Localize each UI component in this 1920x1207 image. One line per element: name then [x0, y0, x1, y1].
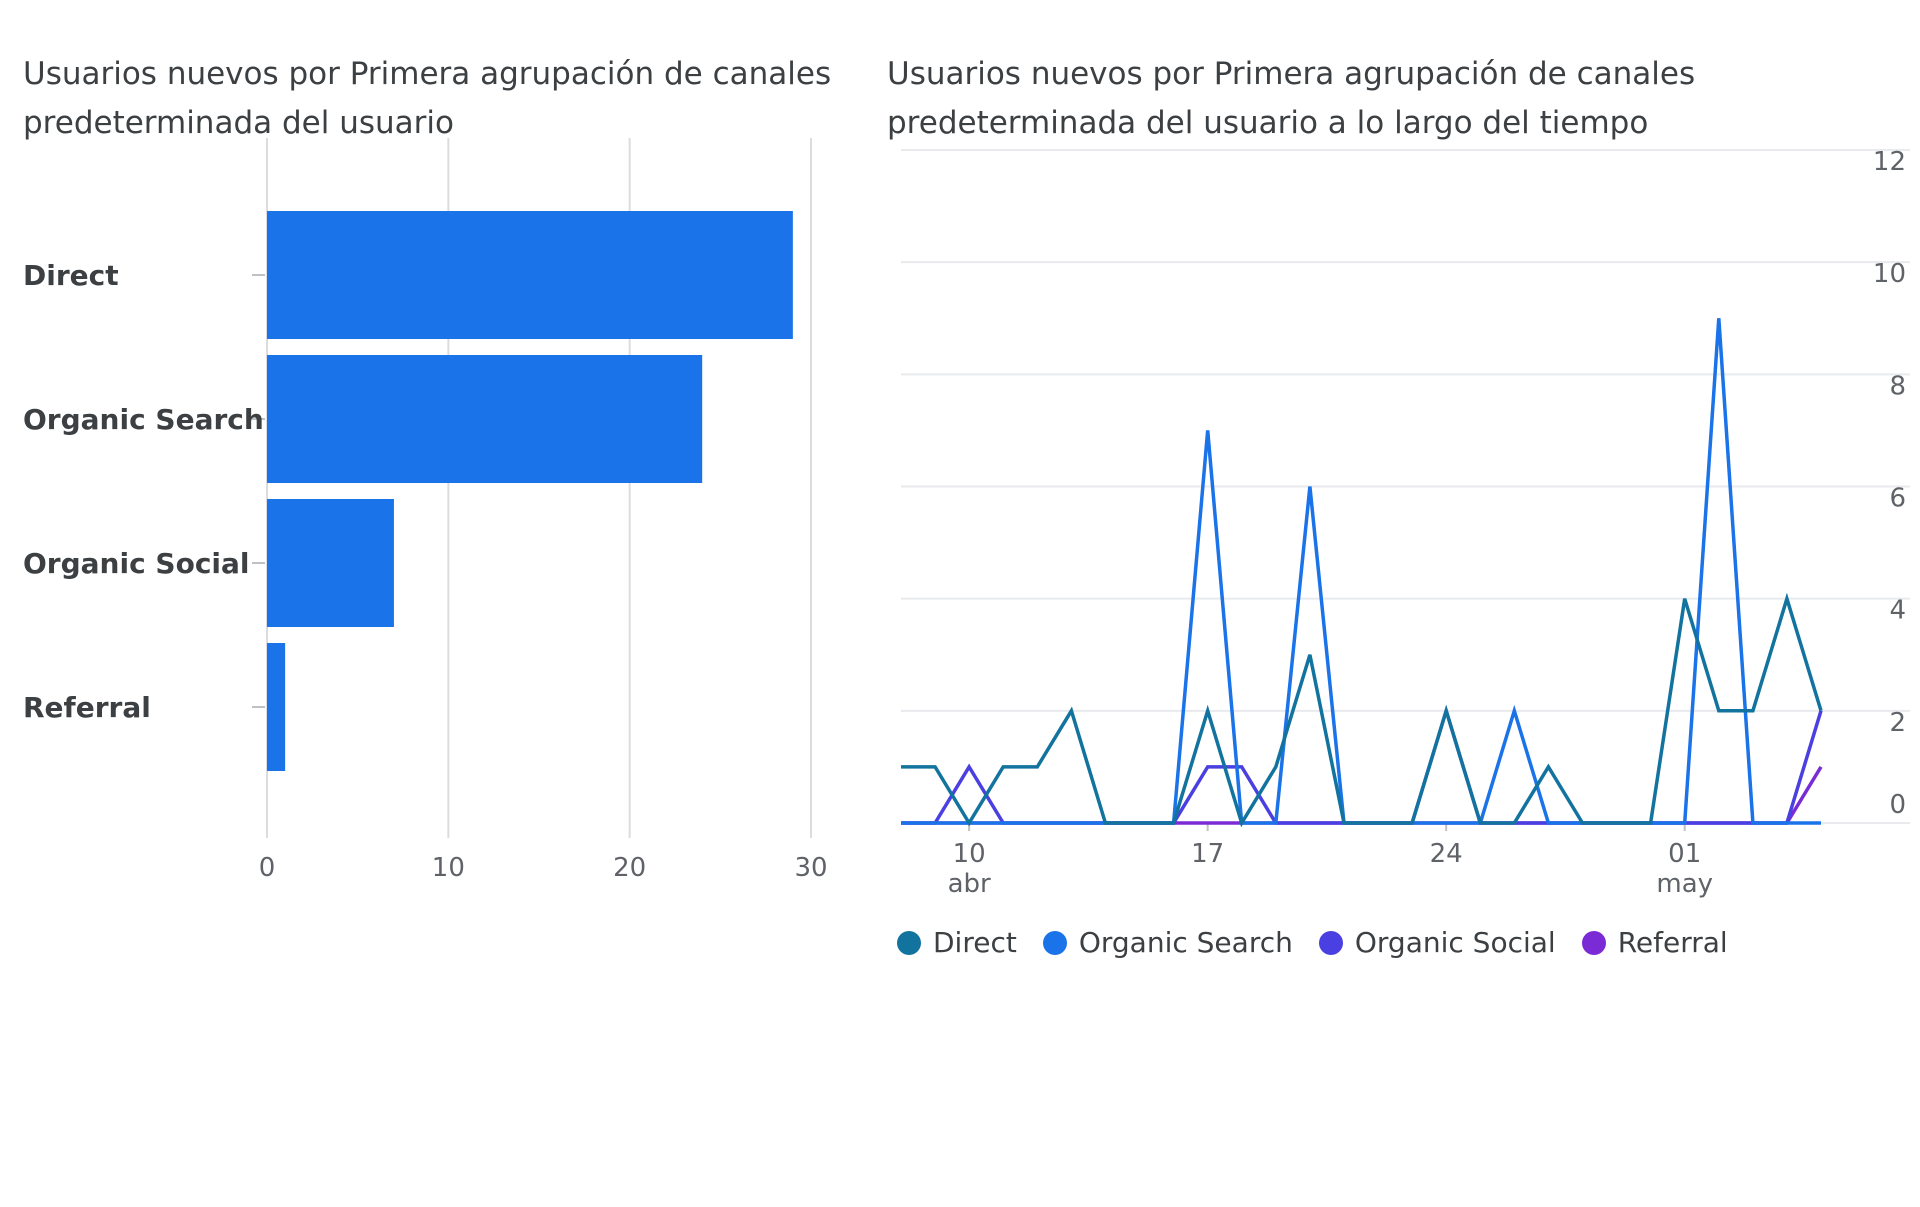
y-tick-label: 4: [1889, 596, 1906, 626]
x-tick-label: 0: [259, 853, 276, 883]
series-line-organic-search: [901, 318, 1821, 825]
y-tick-label: 0: [1889, 790, 1906, 820]
x-tick-label: 17: [1191, 839, 1224, 869]
legend-label: Direct: [933, 926, 1017, 959]
legend-item[interactable]: Referral: [1581, 926, 1728, 959]
series-line-direct: [901, 592, 1823, 828]
legend-dot-icon: [1581, 930, 1606, 955]
category-label: Referral: [23, 691, 151, 724]
x-tick-label: 24: [1430, 839, 1463, 869]
y-tick-label: 8: [1889, 371, 1906, 401]
y-tick-label: 2: [1889, 708, 1906, 738]
x-tick-label: 30: [794, 853, 827, 883]
x-tick-label: 10: [953, 839, 986, 869]
legend-item[interactable]: Direct: [897, 926, 1017, 959]
y-tick-label: 10: [1873, 259, 1906, 289]
bar-chart-title: Usuarios nuevos por Primera agrupación d…: [23, 56, 832, 141]
x-tick-label: 10: [432, 853, 465, 883]
bar: [267, 499, 394, 627]
legend-label: Organic Search: [1078, 926, 1293, 959]
legend-dot-icon: [1042, 930, 1067, 955]
category-label: Organic Search: [23, 403, 264, 436]
legend-label: Organic Social: [1354, 926, 1556, 959]
category-label: Organic Social: [23, 547, 250, 580]
x-tick-month-label: may: [1656, 869, 1713, 899]
series-line-referral: [901, 765, 1823, 825]
y-tick-label: 6: [1889, 484, 1906, 514]
y-tick-label: 12: [1873, 147, 1906, 177]
line-chart-legend: Direct Organic Search Organic Social Referr…: [897, 926, 1728, 959]
line-chart-title: Usuarios nuevos por Primera agrupación d…: [887, 56, 1696, 141]
legend-item[interactable]: Organic Search: [1042, 926, 1293, 959]
bar: [267, 355, 703, 483]
legend-item[interactable]: Organic Social: [1318, 926, 1556, 959]
legend-dot-icon: [1318, 930, 1343, 955]
bar: [267, 643, 286, 771]
category-label: Direct: [23, 259, 119, 292]
x-tick-label: 01: [1668, 839, 1701, 869]
legend-dot-icon: [897, 930, 921, 955]
x-tick-label: 20: [613, 853, 646, 883]
x-tick-month-label: abr: [948, 869, 991, 899]
bar: [267, 211, 793, 339]
legend-label: Referral: [1617, 926, 1728, 959]
